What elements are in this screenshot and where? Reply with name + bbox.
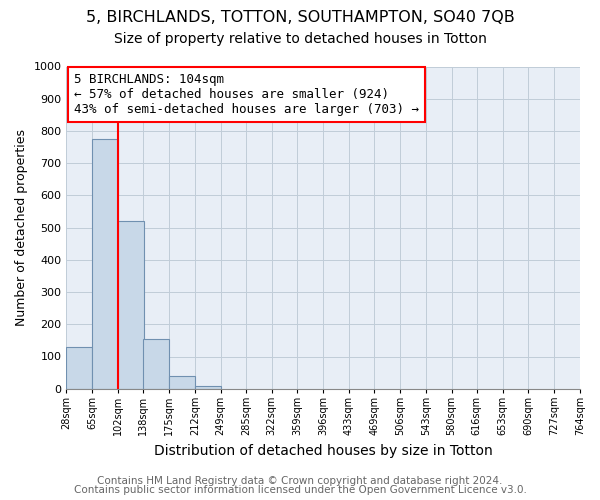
Bar	[92, 139, 118, 388]
Text: 5 BIRCHLANDS: 104sqm
← 57% of detached houses are smaller (924)
43% of semi-deta: 5 BIRCHLANDS: 104sqm ← 57% of detached h…	[74, 73, 419, 116]
Text: Contains public sector information licensed under the Open Government Licence v3: Contains public sector information licen…	[74, 485, 526, 495]
Y-axis label: Number of detached properties: Number of detached properties	[15, 129, 28, 326]
Text: Contains HM Land Registry data © Crown copyright and database right 2024.: Contains HM Land Registry data © Crown c…	[97, 476, 503, 486]
Bar	[143, 339, 169, 388]
Text: Size of property relative to detached houses in Totton: Size of property relative to detached ho…	[113, 32, 487, 46]
Text: 5, BIRCHLANDS, TOTTON, SOUTHAMPTON, SO40 7QB: 5, BIRCHLANDS, TOTTON, SOUTHAMPTON, SO40…	[86, 10, 514, 25]
X-axis label: Distribution of detached houses by size in Totton: Distribution of detached houses by size …	[154, 444, 493, 458]
Bar	[118, 221, 144, 388]
Bar	[195, 386, 221, 388]
Bar	[169, 376, 195, 388]
Bar	[67, 347, 92, 389]
